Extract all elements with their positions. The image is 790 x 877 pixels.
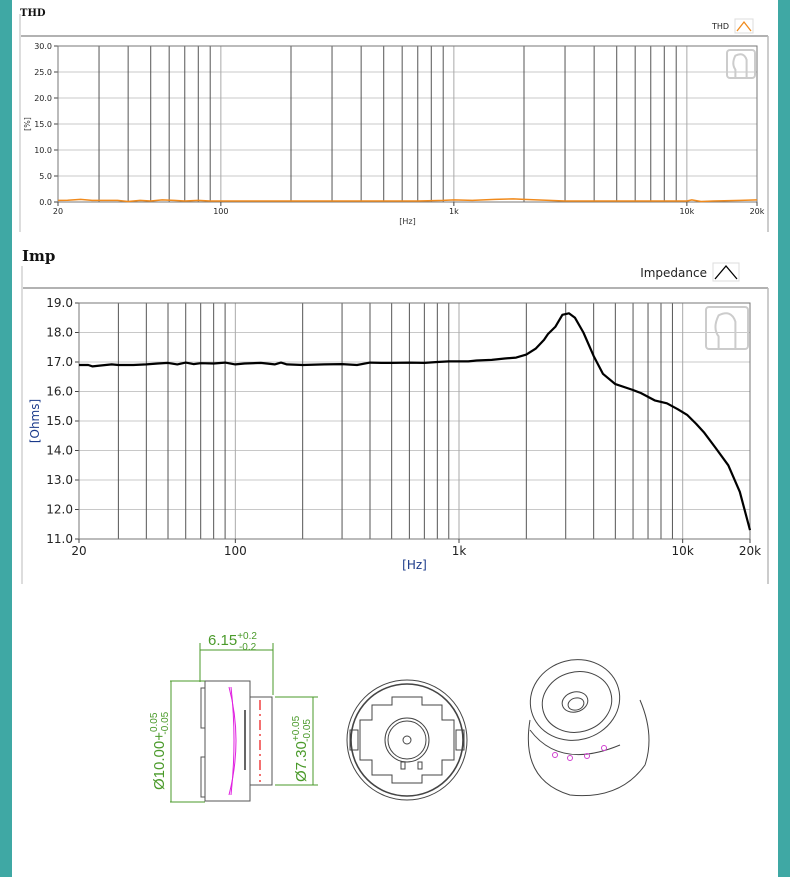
y-tick-label: 19.0 [46,296,73,310]
perspective-view [527,659,650,797]
y-tick-label: 15.0 [46,414,73,428]
x-tick-label: 20 [53,207,63,216]
legend-swatch-box [712,262,740,282]
dimension-lines [170,643,318,803]
head-logo-icon [726,49,756,79]
y-tick-label: 18.0 [46,326,73,340]
x-tick-label: 20k [750,207,765,216]
plot-area [57,45,758,203]
series-line-impedance [79,312,752,531]
y-tick-label: 5.0 [39,172,52,181]
x-tick-label: 100 [213,207,228,216]
impedance-chart: 11.0 12.0 13.0 14.0 15.0 16.0 17.0 18.0 19.0 20 10… [21,262,769,584]
head-profile-icon [732,53,748,78]
legend-swatch-box [734,18,754,34]
y-tick-label: 30.0 [34,42,52,51]
legend-line-icon [714,264,738,280]
legend-label: Impedance [640,266,707,280]
head-profile-icon [714,312,737,349]
y-tick-label: 12.0 [46,503,73,517]
left-border [0,0,12,877]
x-tick-label: 100 [224,544,247,558]
y-axis-label: [Ohms] [28,399,42,443]
y-tick-label: 11.0 [46,532,73,546]
y-tick-label: 13.0 [46,473,73,487]
series-line-thd [57,198,758,203]
thd-chart: 0.0 5.0 10.0 15.0 20.0 25.0 30.0 20 100 1k 10k 20k [… [19,14,769,232]
imp-chart-title: Imp [22,247,56,265]
y-tick-label: 25.0 [34,68,52,77]
side-view [200,680,273,802]
y-tick-label: 10.0 [34,146,52,155]
length-dimension: 6.15+0.2 -0.2 [208,631,257,653]
y-tick-label: 20.0 [34,94,52,103]
y-tick-label: 17.0 [46,355,73,369]
x-axis-label: [Hz] [399,217,415,226]
y-tick-label: 15.0 [34,120,52,129]
y-tick-label: 14.0 [46,444,73,458]
outer-diameter-dimension: Ø10.00+0.05-0.05 [149,711,171,790]
front-view [346,679,468,801]
x-tick-label: 20k [739,544,761,558]
x-tick-label: 20 [71,544,86,558]
plot-area [78,302,751,540]
x-tick-label: 1k [449,207,459,216]
head-logo-icon [705,306,749,350]
inner-diameter-dimension: Ø7.30+0.05-0.05 [291,715,313,782]
y-tick-label: 0.0 [39,198,52,207]
legend-label: THD [711,22,729,31]
x-tick-label: 10k [672,544,694,558]
x-axis-label: [Hz] [402,558,427,572]
x-tick-label: 1k [452,544,467,558]
y-tick-label: 16.0 [46,385,73,399]
thd-chart-title: THD [20,8,46,19]
legend-line-icon [736,20,752,32]
y-axis-label: [%] [23,117,32,131]
right-border [778,0,790,877]
x-tick-label: 10k [679,207,694,216]
